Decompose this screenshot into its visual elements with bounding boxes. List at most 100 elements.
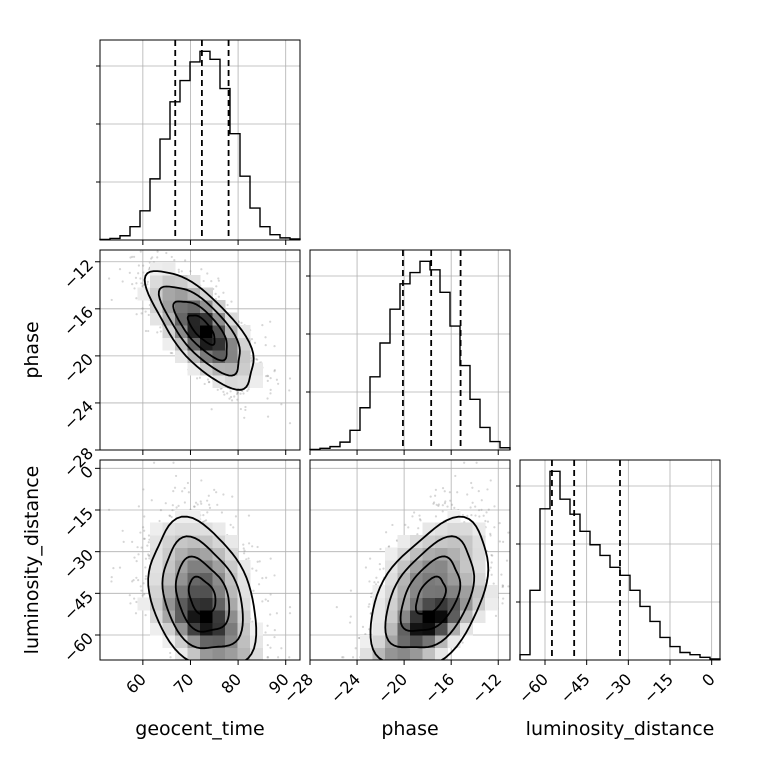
histogram-bin bbox=[360, 408, 370, 450]
histogram-bin bbox=[150, 179, 160, 240]
scatter-point bbox=[448, 491, 451, 494]
scatter-point bbox=[250, 359, 253, 362]
scatter-point bbox=[200, 268, 203, 271]
scatter-point bbox=[146, 280, 149, 283]
density-cell bbox=[212, 647, 226, 660]
scatter-point bbox=[118, 566, 122, 569]
scatter-point bbox=[133, 556, 136, 559]
scatter-point bbox=[200, 502, 203, 505]
scatter-point bbox=[269, 593, 272, 596]
scatter-point bbox=[449, 499, 452, 502]
density-cell bbox=[175, 610, 188, 623]
scatter-point bbox=[135, 600, 138, 604]
scatter-point bbox=[454, 474, 457, 478]
scatter-point bbox=[251, 567, 254, 570]
density-cell bbox=[250, 375, 263, 388]
contour-line bbox=[143, 270, 255, 391]
scatter-point bbox=[229, 390, 232, 393]
scatter-point bbox=[222, 390, 225, 393]
scatter-point bbox=[230, 300, 233, 303]
scatter-point bbox=[257, 583, 261, 586]
scatter-point bbox=[139, 531, 142, 534]
scatter-point bbox=[288, 422, 292, 425]
density-cell bbox=[200, 597, 213, 611]
scatter-point bbox=[242, 392, 245, 395]
scatter-point bbox=[217, 279, 220, 282]
scatter-point bbox=[142, 537, 146, 540]
density-cell bbox=[150, 585, 163, 598]
scatter-point bbox=[112, 567, 115, 570]
scatter-point bbox=[110, 225, 112, 227]
scatter-point bbox=[485, 511, 488, 514]
density-cell bbox=[212, 535, 226, 548]
density-cell bbox=[225, 597, 238, 611]
histogram-bin bbox=[160, 139, 170, 240]
scatter-point bbox=[147, 553, 150, 556]
scatter-point bbox=[470, 513, 473, 517]
scatter-point bbox=[242, 543, 245, 546]
scatter-point bbox=[256, 358, 259, 361]
scatter-point bbox=[502, 597, 505, 600]
scatter-point bbox=[110, 298, 113, 302]
x-tick-label: 80 bbox=[217, 670, 245, 698]
scatter-point bbox=[501, 584, 505, 588]
density-cell bbox=[212, 547, 226, 561]
y-tick-label: −24 bbox=[60, 397, 97, 434]
scatter-point bbox=[171, 504, 174, 507]
scatter-point bbox=[142, 264, 145, 267]
density-cell bbox=[250, 635, 263, 648]
contour-line bbox=[186, 314, 216, 346]
scatter-point bbox=[269, 613, 272, 616]
scatter-point bbox=[492, 582, 495, 585]
scatter-point bbox=[378, 568, 382, 571]
scatter-point bbox=[158, 519, 161, 523]
histogram-bin bbox=[410, 273, 420, 450]
scatter-point bbox=[487, 508, 490, 511]
density-cell bbox=[225, 647, 238, 660]
y-tick-label: −20 bbox=[60, 350, 97, 387]
scatter-point bbox=[273, 574, 276, 577]
density-cell bbox=[175, 535, 188, 548]
scatter-point bbox=[194, 501, 198, 504]
histogram-bin bbox=[470, 399, 480, 450]
density-cell bbox=[212, 300, 226, 313]
scatter-point bbox=[370, 592, 373, 595]
scatter-point bbox=[248, 542, 251, 545]
scatter-point bbox=[494, 614, 498, 617]
scatter-point bbox=[135, 560, 138, 563]
scatter-point bbox=[214, 292, 217, 295]
histogram-bin bbox=[230, 134, 240, 240]
density-cell bbox=[162, 275, 176, 288]
scatter-point bbox=[247, 388, 250, 391]
scatter-point bbox=[258, 560, 261, 563]
scatter-point bbox=[168, 514, 172, 518]
scatter-point bbox=[247, 557, 250, 560]
scatter-point bbox=[250, 360, 253, 363]
scatter-point bbox=[264, 336, 267, 339]
density-cell bbox=[175, 635, 188, 648]
scatter-point bbox=[140, 589, 143, 592]
scatter-point bbox=[434, 488, 437, 491]
scatter-point bbox=[264, 598, 267, 601]
grid bbox=[309, 250, 499, 450]
scatter-point bbox=[143, 529, 146, 532]
scatter-point bbox=[131, 540, 134, 543]
scatter-point bbox=[204, 519, 208, 522]
density-cell bbox=[237, 610, 251, 623]
density-cell bbox=[137, 597, 151, 611]
scatter-point bbox=[199, 500, 202, 503]
scatter-point bbox=[137, 579, 140, 582]
scatter-point bbox=[164, 502, 167, 505]
density-cell bbox=[150, 522, 163, 536]
scatter-point bbox=[121, 529, 124, 532]
scatter-point bbox=[107, 277, 111, 280]
scatter-point bbox=[133, 287, 136, 290]
scatter-point bbox=[275, 612, 278, 615]
scatter-point bbox=[147, 268, 151, 271]
scatter-point bbox=[255, 357, 258, 361]
scatter-point bbox=[202, 279, 205, 283]
scatter-point bbox=[475, 461, 478, 464]
scatter-point bbox=[132, 248, 134, 250]
scatter-point bbox=[505, 559, 509, 562]
scatter-point bbox=[208, 380, 211, 384]
